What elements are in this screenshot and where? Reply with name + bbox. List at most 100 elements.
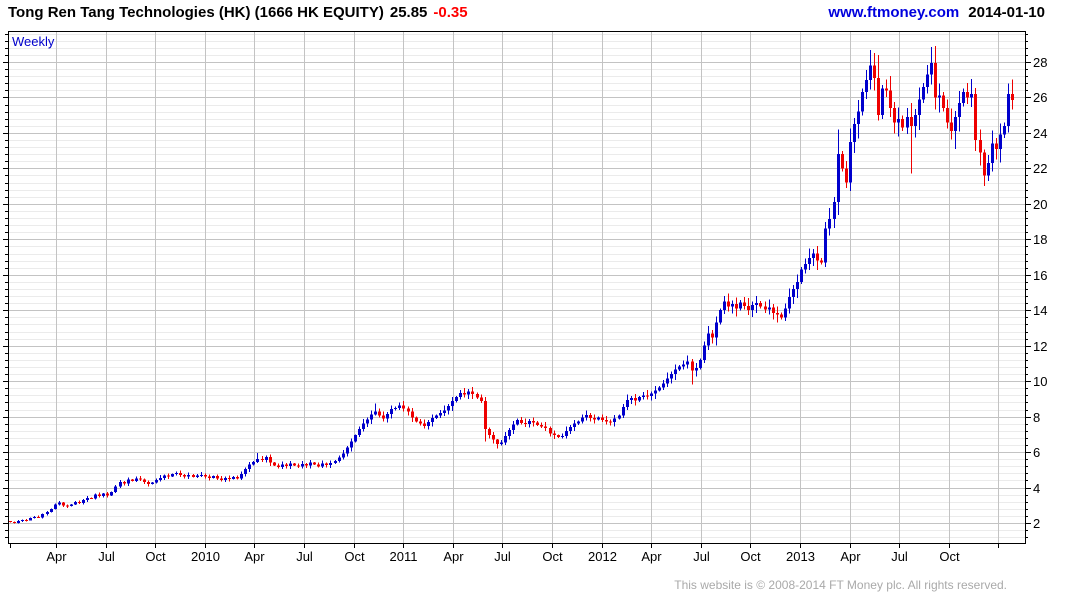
candle-body-up <box>707 333 710 346</box>
candle-body-up <box>256 459 259 462</box>
candle-body-down <box>179 473 182 476</box>
candle-body-up <box>970 93 973 98</box>
candle-body-down <box>524 422 527 425</box>
candle-body-down <box>646 395 649 397</box>
candle-body-up <box>881 88 884 116</box>
ftmoney-link[interactable]: www.ftmoney.com <box>828 4 960 21</box>
candle-body-up <box>362 423 365 430</box>
candle-body-up <box>930 62 933 75</box>
candle-body-down <box>544 426 547 429</box>
candle-body-up <box>585 414 588 418</box>
x-axis-label: Apr <box>840 549 861 564</box>
candle-body-down <box>532 421 535 423</box>
candle-body-down <box>183 475 186 477</box>
candle-body-up <box>346 447 349 454</box>
candle-body-up <box>833 202 836 219</box>
candle-body-down <box>78 502 81 504</box>
candle-body-up <box>46 512 49 515</box>
candle-body-up <box>849 141 852 183</box>
candle-body-up <box>334 460 337 464</box>
candle-body-up <box>301 464 304 467</box>
candle-body-down <box>780 314 783 318</box>
candle-body-up <box>82 499 85 504</box>
x-axis-label: Oct <box>542 549 563 564</box>
x-axis-label: Jul <box>296 549 313 564</box>
candle-body-up <box>768 307 771 310</box>
candle-body-down <box>423 423 426 426</box>
candle-body-up <box>354 435 357 442</box>
candle-body-up <box>686 361 689 365</box>
candle-body-up <box>569 426 572 431</box>
y-axis-label: 28 <box>1033 55 1047 70</box>
candle-body-up <box>439 413 442 416</box>
candle-body-down <box>1011 93 1014 101</box>
candle-body-down <box>873 65 876 78</box>
candle-body-down <box>974 93 977 141</box>
candle-body-up <box>613 418 616 422</box>
candle-body-up <box>252 461 255 465</box>
candle-body-up <box>151 482 154 484</box>
candle-body-down <box>411 411 414 418</box>
candle-body-up <box>926 74 929 87</box>
candle-body-up <box>114 486 117 492</box>
candle-body-down <box>634 398 637 401</box>
candle-body-up <box>792 288 795 297</box>
candle-body-down <box>820 260 823 263</box>
candle-body-down <box>735 304 738 309</box>
candle-body-down <box>711 333 714 338</box>
candle-body-up <box>329 463 332 465</box>
candle-body-up <box>159 477 162 481</box>
candle-body-down <box>893 108 896 123</box>
candle-body-up <box>906 116 909 128</box>
candle-body-down <box>261 459 264 461</box>
candle-body-up <box>999 134 1002 149</box>
candle-body-up <box>958 102 961 117</box>
candle-body-down <box>471 391 474 394</box>
candle-body-up <box>175 473 178 475</box>
candle-body-down <box>995 143 998 149</box>
candle-body-down <box>313 462 316 465</box>
y-axis-label: 2 <box>1033 516 1040 531</box>
candle-body-up <box>618 415 621 419</box>
candle-body-up <box>110 491 113 496</box>
candle-body-up <box>443 410 446 414</box>
candle-body-up <box>58 502 61 505</box>
y-axis-label: 14 <box>1033 303 1047 318</box>
candle-body-up <box>954 116 957 132</box>
candle-body-up <box>784 308 787 318</box>
y-axis-label: 18 <box>1033 232 1047 247</box>
candle-body-up <box>265 457 268 461</box>
candle-body-up <box>751 304 754 311</box>
candle-body-up <box>431 418 434 422</box>
candle-body-down <box>277 465 280 468</box>
candle-body-up <box>812 253 815 258</box>
candle-body-up <box>309 462 312 466</box>
candle-body-up <box>342 453 345 458</box>
candle-body-up <box>212 476 215 478</box>
candle-body-down <box>143 479 146 483</box>
candle-body-up <box>678 366 681 370</box>
candle-body-down <box>691 361 694 371</box>
candle-body-up <box>938 95 941 98</box>
candle-body-up <box>808 257 811 265</box>
candle-body-up <box>508 429 511 437</box>
candle-body-up <box>451 401 454 406</box>
candle-body-up <box>155 480 158 483</box>
candle-body-down <box>9 521 12 523</box>
x-axis-label: Apr <box>443 549 464 564</box>
price-change: -0.35 <box>433 4 468 21</box>
candle-body-down <box>549 428 552 434</box>
candle-body-down <box>901 118 904 128</box>
instrument-name: Tong Ren Tang Technologies (HK) (1666 HK… <box>8 4 384 21</box>
candle-body-down <box>946 108 949 123</box>
candle-body-up <box>512 424 515 430</box>
candle-body-up <box>163 475 166 478</box>
candle-body-up <box>435 415 438 419</box>
x-axis-label: Jul <box>98 549 115 564</box>
x-axis-label: 2012 <box>588 549 617 564</box>
candle-body-down <box>204 474 207 477</box>
candle-body-up <box>695 367 698 371</box>
candle-body-down <box>759 302 762 307</box>
candle-body-down <box>285 464 288 466</box>
candle-body-down <box>841 154 844 169</box>
